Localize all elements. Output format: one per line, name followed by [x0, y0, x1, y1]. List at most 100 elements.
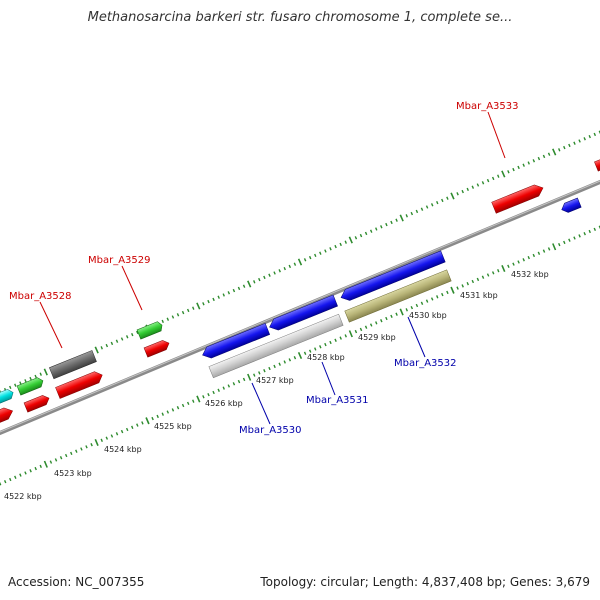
minor-tick [181, 403, 185, 408]
major-tick [552, 243, 557, 251]
minor-tick [212, 390, 215, 395]
kbp-label-4528: 4528 kbp [307, 353, 345, 362]
gene-label-mbar-a3529[interactable]: Mbar_A3529 [88, 255, 151, 266]
minor-tick [517, 260, 520, 264]
minor-tick [80, 447, 83, 451]
feature-blue[interactable] [200, 323, 271, 360]
feature-green[interactable] [136, 320, 164, 340]
minor-tick [70, 451, 73, 456]
feature-green[interactable] [16, 376, 45, 396]
minor-tick [486, 273, 490, 277]
minor-tick [186, 401, 190, 405]
minor-tick [466, 282, 469, 286]
minor-tick [171, 408, 175, 412]
minor-tick [461, 189, 464, 194]
minor-tick [542, 249, 546, 253]
gene-label-mbar-a3532[interactable]: Mbar_A3532 [394, 358, 457, 369]
label-leaders [39, 111, 506, 425]
kbp-label-4523: 4523 kbp [54, 469, 92, 478]
gene-labels: Mbar_A3528 Mbar_A3529 Mbar_A3533 Mbar_A3… [9, 101, 519, 436]
feature-red[interactable] [143, 338, 171, 358]
minor-tick [237, 379, 241, 384]
accession-text: Accession: NC_007355 [8, 575, 145, 589]
minor-tick [481, 181, 485, 185]
minor-tick [39, 464, 42, 469]
minor-tick [90, 443, 93, 447]
minor-tick [573, 141, 576, 145]
minor-tick [507, 170, 510, 174]
reverse-tick-track [0, 225, 600, 486]
minor-tick [293, 356, 297, 360]
minor-tick [369, 323, 373, 327]
minor-tick [263, 275, 266, 280]
minor-tick [202, 302, 205, 306]
minor-tick [491, 271, 495, 275]
minor-tick [324, 342, 327, 347]
minor-tick [405, 308, 408, 312]
feature-red[interactable] [0, 405, 15, 433]
feature-light-gray[interactable] [208, 313, 344, 379]
minor-tick [359, 327, 363, 332]
minor-tick [563, 240, 566, 245]
minor-tick [131, 332, 134, 337]
minor-tick [202, 395, 205, 399]
minor-tick [273, 364, 276, 369]
minor-tick [39, 372, 42, 376]
minor-tick [583, 232, 586, 236]
minor-tick [395, 218, 398, 222]
minor-tick [14, 475, 17, 479]
minor-tick [568, 238, 571, 242]
minor-tick [232, 382, 236, 386]
minor-tick [532, 253, 536, 258]
minor-tick [395, 312, 398, 316]
gene-label-mbar-a3531[interactable]: Mbar_A3531 [306, 395, 369, 406]
feature-gray[interactable] [49, 350, 97, 380]
feature-blue[interactable] [560, 197, 582, 214]
feature-cyan[interactable] [0, 388, 15, 408]
kbp-label-4527: 4527 kbp [256, 376, 294, 385]
kbp-label-4526: 4526 kbp [205, 399, 243, 408]
minor-tick [380, 225, 383, 229]
minor-tick [385, 222, 388, 227]
minor-tick [288, 264, 292, 269]
feature-blue[interactable] [339, 250, 446, 303]
minor-tick [9, 385, 12, 390]
feature-red[interactable] [491, 182, 546, 214]
minor-tick [319, 345, 322, 349]
major-tick [348, 236, 353, 244]
minor-tick [369, 229, 373, 233]
minor-tick [588, 134, 591, 139]
feature-olive[interactable] [344, 269, 452, 323]
major-tick [196, 395, 201, 403]
minor-tick [491, 176, 495, 181]
minor-tick [0, 482, 2, 486]
feature-red[interactable] [594, 156, 600, 172]
minor-tick [212, 297, 215, 302]
minor-tick [517, 165, 520, 170]
minor-tick [308, 349, 312, 353]
minor-tick [344, 240, 347, 244]
minor-tick [527, 161, 530, 165]
feature-red[interactable] [23, 393, 51, 413]
minor-tick [171, 315, 175, 319]
minor-tick [54, 458, 58, 462]
minor-tick [390, 314, 393, 318]
minor-tick [314, 347, 317, 351]
major-tick [552, 148, 557, 156]
feature-blue[interactable] [267, 294, 338, 333]
gene-label-mbar-a3528[interactable]: Mbar_A3528 [9, 291, 72, 302]
feature-red[interactable] [55, 369, 104, 399]
minor-tick [115, 339, 119, 343]
forward-tick-track [0, 130, 600, 394]
minor-tick [176, 313, 180, 317]
minor-tick [385, 316, 388, 321]
minor-tick [49, 460, 53, 464]
gene-label-mbar-a3530[interactable]: Mbar_A3530 [239, 425, 302, 436]
minor-tick [334, 244, 337, 249]
minor-tick [354, 329, 358, 334]
minor-tick [537, 156, 541, 161]
gene-label-mbar-a3533[interactable]: Mbar_A3533 [456, 101, 519, 112]
minor-tick [156, 414, 159, 419]
minor-tick [563, 145, 566, 150]
